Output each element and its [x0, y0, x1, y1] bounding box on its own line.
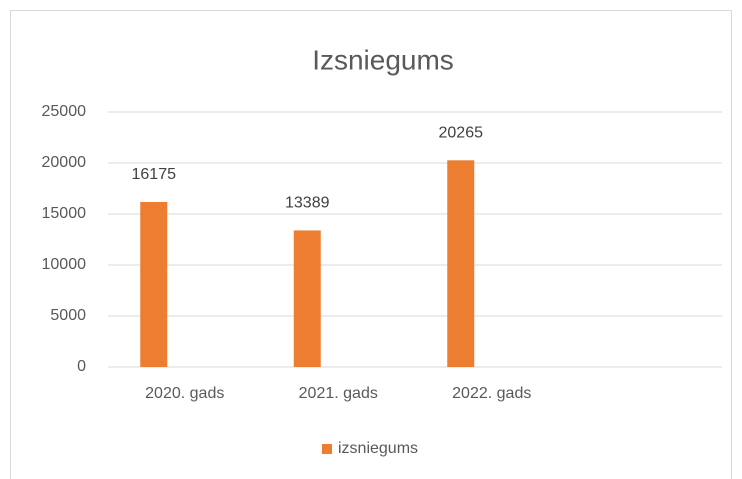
legend-label: izsniegums	[338, 440, 418, 457]
y-tick-label: 5000	[50, 307, 86, 324]
data-label: 16175	[132, 166, 177, 183]
data-label: 13389	[285, 195, 330, 212]
legend-swatch	[322, 444, 332, 454]
chart-title: Izsniegums	[312, 44, 454, 75]
bar	[293, 230, 321, 367]
y-tick-label: 15000	[42, 205, 87, 222]
data-label: 20265	[439, 125, 484, 142]
y-tick-label: 10000	[42, 256, 87, 273]
x-tick-label: 2022. gads	[452, 385, 531, 402]
y-tick-label: 25000	[42, 103, 87, 120]
y-tick-label: 20000	[42, 154, 87, 171]
chart-border	[10, 10, 732, 479]
bar	[447, 160, 475, 367]
bar	[140, 202, 168, 367]
x-tick-label: 2021. gads	[299, 385, 378, 402]
y-tick-label: 0	[77, 358, 86, 375]
x-tick-label: 2020. gads	[145, 385, 224, 402]
